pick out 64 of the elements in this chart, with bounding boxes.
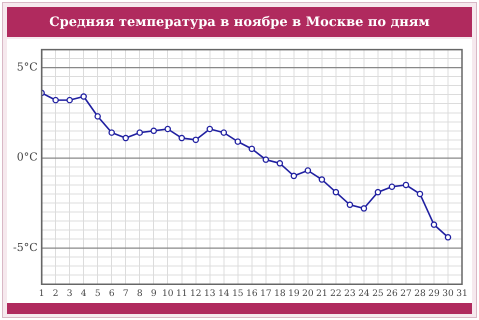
point <box>66 96 73 104</box>
point <box>94 113 101 120</box>
x-tick-label: 7 <box>122 288 129 299</box>
x-tick-label: 10 <box>162 288 174 299</box>
y-tick-label: 5°C <box>16 60 38 74</box>
point <box>248 146 256 152</box>
x-tick-label: 12 <box>190 288 202 299</box>
x-tick-label: 22 <box>330 288 342 299</box>
point <box>262 156 270 163</box>
point <box>374 188 382 196</box>
x-tick-label: 16 <box>246 288 258 299</box>
x-tick-label: 28 <box>414 288 426 299</box>
x-tick-label: 2 <box>52 288 59 299</box>
point <box>276 160 284 167</box>
x-tick-label: 11 <box>176 288 188 299</box>
point <box>290 172 298 180</box>
x-tick-label: 18 <box>274 288 286 299</box>
point <box>192 136 200 144</box>
y-tick-label: -5°C <box>12 240 38 254</box>
point <box>178 134 186 142</box>
point <box>122 134 129 142</box>
point <box>52 96 59 104</box>
point <box>150 128 157 134</box>
point <box>346 202 354 208</box>
x-tick-label: 15 <box>232 288 244 299</box>
point <box>234 138 242 145</box>
point <box>416 190 424 198</box>
point <box>360 205 368 212</box>
point <box>332 188 340 196</box>
x-tick-label: 30 <box>442 288 454 299</box>
x-tick-label: 4 <box>80 288 87 299</box>
point <box>108 129 115 136</box>
point <box>430 221 438 228</box>
point <box>318 176 326 183</box>
x-tick-label: 13 <box>204 288 216 299</box>
point <box>136 129 143 136</box>
x-tick-label: 19 <box>288 288 300 299</box>
x-tick-label: 24 <box>358 288 370 299</box>
x-tick-label: 3 <box>66 288 73 299</box>
x-tick-label: 1 <box>38 288 44 299</box>
x-tick-label: 29 <box>428 288 440 299</box>
x-tick-label: 21 <box>316 288 328 299</box>
x-tick-label: 6 <box>108 288 115 299</box>
x-tick-label: 26 <box>386 288 398 299</box>
x-tick-label: 27 <box>400 288 412 299</box>
x-tick-label: 31 <box>456 288 468 299</box>
chart-title: Средняя температура в ноябре в Москве по дням <box>7 7 472 37</box>
x-tick-label: 14 <box>218 288 230 299</box>
point <box>220 129 228 136</box>
x-tick-label: 20 <box>302 288 314 299</box>
x-tick-label: 9 <box>150 288 157 299</box>
x-tick-label: 5 <box>94 288 101 299</box>
point <box>206 126 214 132</box>
point <box>164 126 171 132</box>
x-tick-label: 23 <box>344 288 356 299</box>
y-tick-label: 0°C <box>16 150 38 164</box>
point <box>444 234 452 241</box>
point <box>80 93 87 100</box>
point <box>402 182 410 188</box>
point <box>388 184 396 190</box>
x-tick-label: 8 <box>136 288 143 299</box>
point <box>304 167 312 174</box>
x-tick-label: 17 <box>260 288 272 299</box>
x-tick-label: 25 <box>372 288 384 299</box>
